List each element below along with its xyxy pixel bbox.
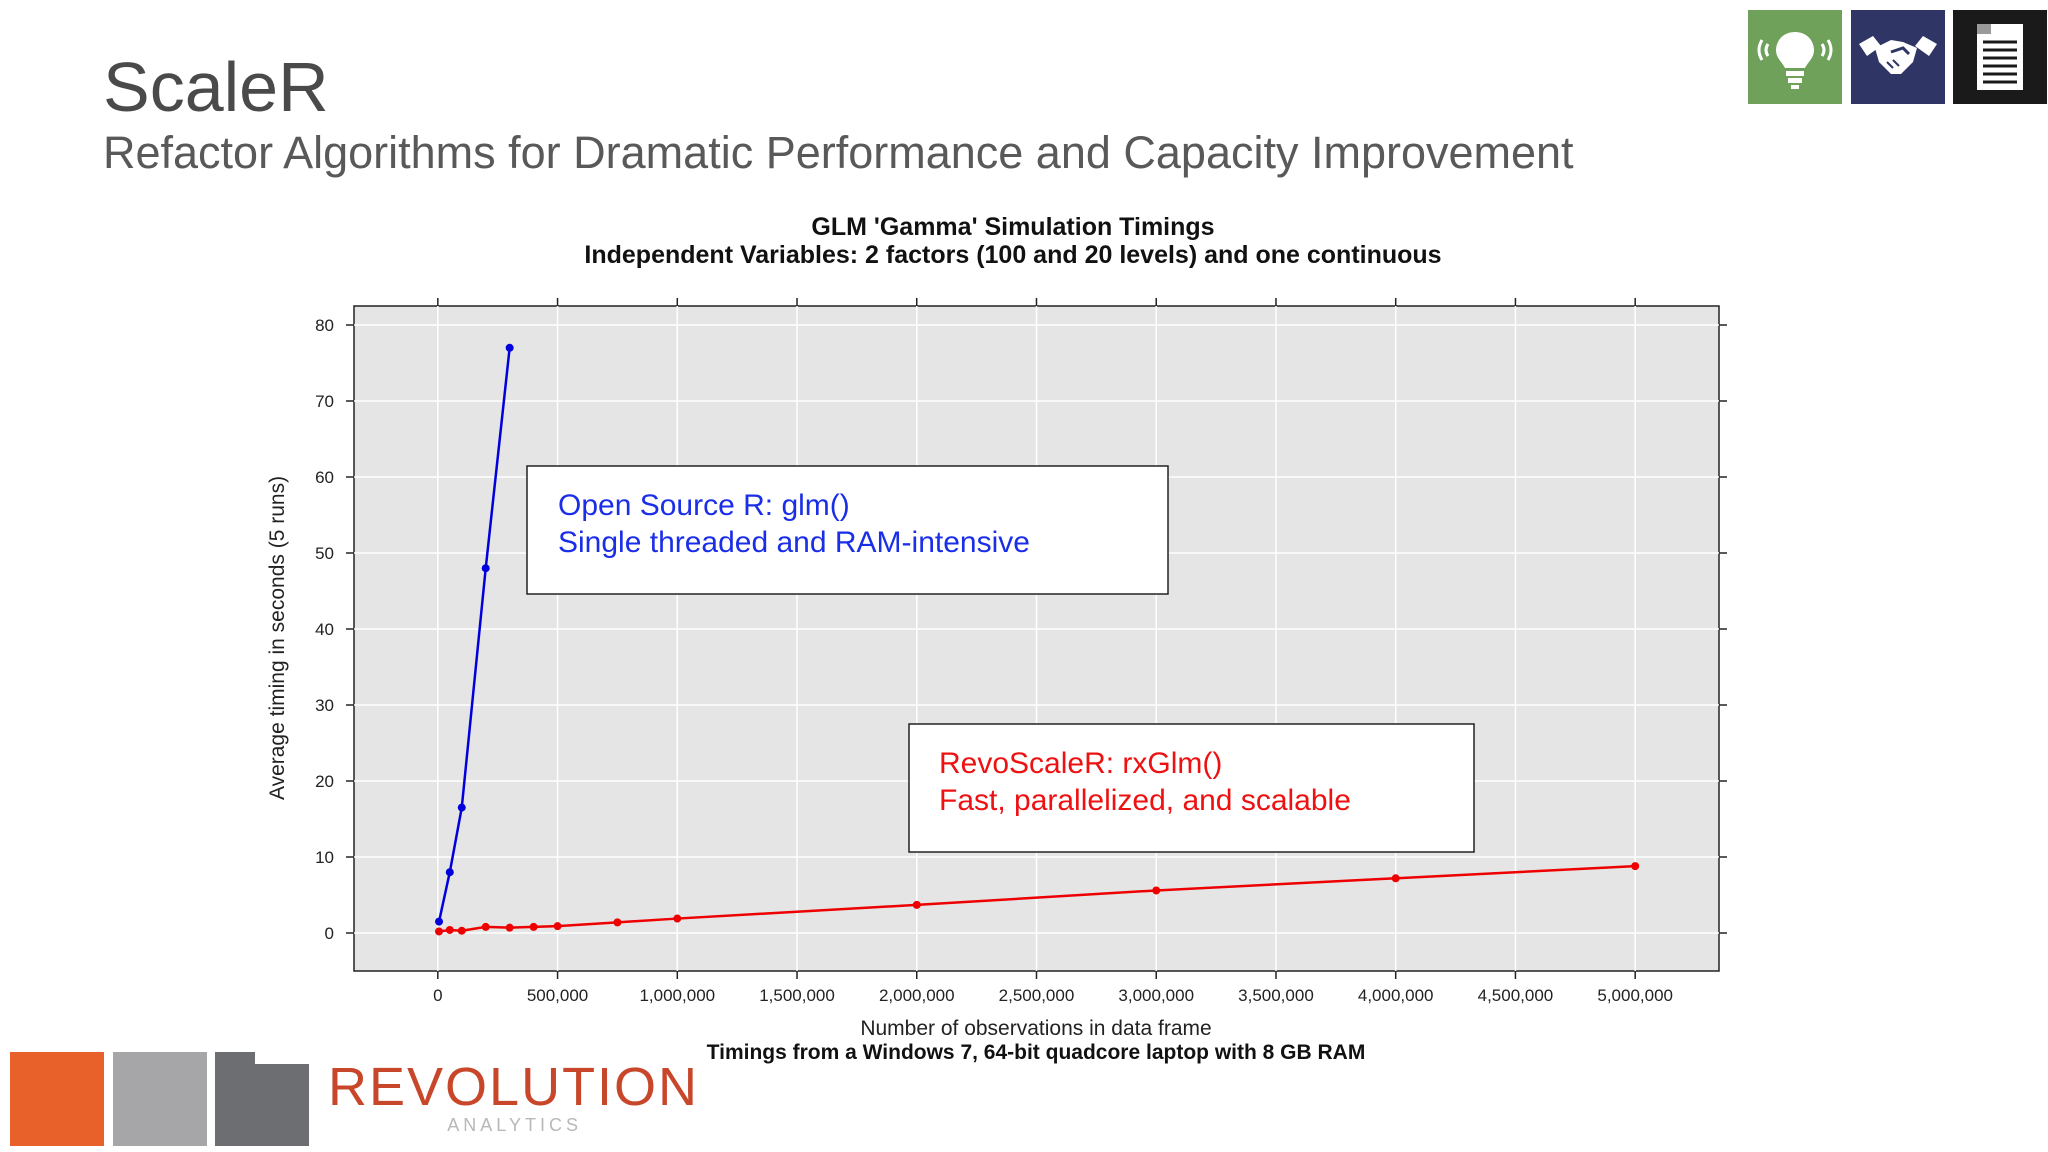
data-point [1152,886,1161,895]
x-axis-label: Number of observations in data frame [860,1017,1211,1040]
chart-title: GLM 'Gamma' Simulation Timings [811,213,1214,241]
document-icon [1953,10,2047,104]
brand-block-orange [10,1052,104,1146]
y-tick-label: 40 [315,620,334,639]
x-tick-label: 500,000 [527,986,588,1005]
y-tick-label: 0 [325,924,334,943]
annotation-line-2: Fast, parallelized, and scalable [939,784,1351,817]
data-point [912,900,921,909]
data-point [505,923,514,932]
data-point [445,925,454,934]
data-point [505,343,514,352]
annotation-line-1: Open Source R: glm() [558,489,850,522]
logo-sub-text: ANALYTICS [447,1115,582,1135]
y-tick-label: 80 [315,316,334,335]
x-tick-label: 2,000,000 [879,986,955,1005]
x-tick-label: 5,000,000 [1597,986,1673,1005]
handshake-icon [1851,10,1945,104]
x-tick-label: 3,000,000 [1118,986,1194,1005]
annotation-revoscaler: RevoScaleR: rxGlm() Fast, parallelized, … [908,723,1475,853]
data-point [435,917,444,926]
data-point [1631,862,1640,871]
axis-ticks: 0 500,000 1,000,000 1,500,000 2,000,000 2,500… [315,298,1727,1005]
logo-main-text: REVOLUTION [328,1057,700,1117]
x-tick-label: 1,000,000 [639,986,715,1005]
brand-block-grey [113,1052,207,1146]
y-tick-label: 70 [315,392,334,411]
data-point [1391,874,1400,883]
data-point [553,922,562,931]
annotation-open-source-r: Open Source R: glm() Single threaded and… [526,465,1169,595]
y-tick-label: 10 [315,848,334,867]
x-tick-label: 4,500,000 [1478,986,1554,1005]
x-tick-label: 0 [433,986,442,1005]
data-point [481,564,490,573]
data-point [445,868,454,877]
data-point [457,926,466,935]
annotation-line-2: Single threaded and RAM-intensive [558,526,1030,559]
lightbulb-icon [1748,10,1842,104]
x-tick-label: 3,500,000 [1238,986,1314,1005]
x-tick-label: 4,000,000 [1358,986,1434,1005]
annotation-line-1: RevoScaleR: rxGlm() [939,747,1222,780]
y-tick-label: 60 [315,468,334,487]
data-point [481,922,490,931]
data-point [457,803,466,812]
slide-title: ScaleR [103,48,329,126]
y-axis-label: Average timing in seconds (5 runs) [266,476,289,800]
revolution-analytics-logo: REVOLUTION ANALYTICS [328,1060,697,1140]
chart-subtitle: Independent Variables: 2 factors (100 an… [584,241,1441,269]
y-tick-label: 30 [315,696,334,715]
data-point [613,918,622,927]
slide-subtitle: Refactor Algorithms for Dramatic Perform… [103,127,1574,178]
series-layer [435,343,1640,936]
data-point [673,914,682,923]
data-point [435,927,444,936]
x-tick-label: 1,500,000 [759,986,835,1005]
data-point [529,922,538,931]
x-tick-label: 2,500,000 [999,986,1075,1005]
brand-block-dark [215,1052,309,1146]
chart-footnote: Timings from a Windows 7, 64-bit quadcor… [707,1041,1366,1064]
y-tick-label: 50 [315,544,334,563]
y-tick-label: 20 [315,772,334,791]
